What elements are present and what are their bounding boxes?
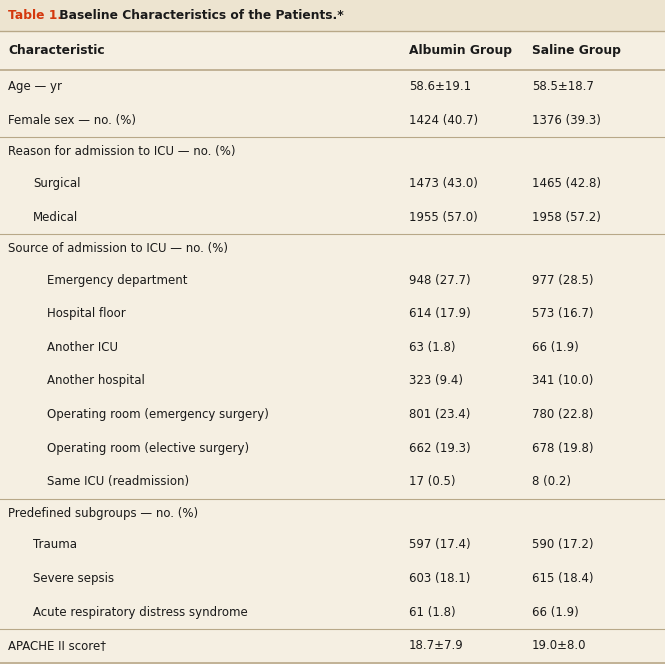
Text: 63 (1.8): 63 (1.8) xyxy=(409,341,456,354)
Text: 597 (17.4): 597 (17.4) xyxy=(409,539,471,551)
Text: 948 (27.7): 948 (27.7) xyxy=(409,274,471,287)
Bar xyxy=(0,31,665,70)
Text: 58.5±18.7: 58.5±18.7 xyxy=(532,80,594,94)
Text: 341 (10.0): 341 (10.0) xyxy=(532,374,593,388)
Text: 1465 (42.8): 1465 (42.8) xyxy=(532,177,601,190)
Text: Surgical: Surgical xyxy=(33,177,80,190)
Text: 19.0±8.0: 19.0±8.0 xyxy=(532,639,587,652)
Bar xyxy=(0,331,665,364)
Text: 66 (1.9): 66 (1.9) xyxy=(532,341,579,354)
Bar xyxy=(0,137,665,167)
Text: Predefined subgroups — no. (%): Predefined subgroups — no. (%) xyxy=(8,507,198,520)
Text: 1473 (43.0): 1473 (43.0) xyxy=(409,177,478,190)
Bar xyxy=(0,297,665,331)
Text: 977 (28.5): 977 (28.5) xyxy=(532,274,593,287)
Bar xyxy=(0,432,665,465)
Bar xyxy=(0,264,665,297)
Text: Baseline Characteristics of the Patients.*: Baseline Characteristics of the Patients… xyxy=(55,9,344,22)
Text: Trauma: Trauma xyxy=(33,539,77,551)
Bar xyxy=(0,398,665,432)
Bar xyxy=(0,0,665,31)
Bar xyxy=(0,364,665,398)
Text: Acute respiratory distress syndrome: Acute respiratory distress syndrome xyxy=(33,606,248,619)
Text: 662 (19.3): 662 (19.3) xyxy=(409,442,471,455)
Text: Albumin Group: Albumin Group xyxy=(409,44,512,57)
Bar xyxy=(0,70,665,104)
Bar xyxy=(0,234,665,264)
Bar xyxy=(0,201,665,234)
Text: 615 (18.4): 615 (18.4) xyxy=(532,572,593,585)
Text: 1958 (57.2): 1958 (57.2) xyxy=(532,210,601,224)
Bar xyxy=(0,629,665,663)
Text: 1424 (40.7): 1424 (40.7) xyxy=(409,114,478,127)
Text: 780 (22.8): 780 (22.8) xyxy=(532,408,593,421)
Text: 61 (1.8): 61 (1.8) xyxy=(409,606,456,619)
Text: 18.7±7.9: 18.7±7.9 xyxy=(409,639,464,652)
Text: Age — yr: Age — yr xyxy=(8,80,62,94)
Text: Emergency department: Emergency department xyxy=(47,274,187,287)
Text: APACHE II score†: APACHE II score† xyxy=(8,639,106,652)
Bar xyxy=(0,465,665,499)
Text: 614 (17.9): 614 (17.9) xyxy=(409,307,471,320)
Text: 323 (9.4): 323 (9.4) xyxy=(409,374,463,388)
Text: Severe sepsis: Severe sepsis xyxy=(33,572,114,585)
Text: Another hospital: Another hospital xyxy=(47,374,144,388)
Text: 17 (0.5): 17 (0.5) xyxy=(409,475,456,488)
Text: Reason for admission to ICU — no. (%): Reason for admission to ICU — no. (%) xyxy=(8,145,235,159)
Text: 66 (1.9): 66 (1.9) xyxy=(532,606,579,619)
Bar xyxy=(0,167,665,201)
Text: 58.6±19.1: 58.6±19.1 xyxy=(409,80,471,94)
Text: Operating room (emergency surgery): Operating room (emergency surgery) xyxy=(47,408,269,421)
Text: 573 (16.7): 573 (16.7) xyxy=(532,307,593,320)
Text: Saline Group: Saline Group xyxy=(532,44,621,57)
Text: 8 (0.2): 8 (0.2) xyxy=(532,475,571,488)
Bar xyxy=(0,528,665,562)
Bar xyxy=(0,562,665,596)
Text: Medical: Medical xyxy=(33,210,78,224)
Text: 590 (17.2): 590 (17.2) xyxy=(532,539,593,551)
Bar xyxy=(0,104,665,137)
Text: Operating room (elective surgery): Operating room (elective surgery) xyxy=(47,442,249,455)
Text: 603 (18.1): 603 (18.1) xyxy=(409,572,470,585)
Bar xyxy=(0,499,665,528)
Bar xyxy=(0,596,665,629)
Text: Source of admission to ICU — no. (%): Source of admission to ICU — no. (%) xyxy=(8,242,228,255)
Text: Another ICU: Another ICU xyxy=(47,341,118,354)
Text: Table 1.: Table 1. xyxy=(8,9,62,22)
Text: Characteristic: Characteristic xyxy=(8,44,104,57)
Text: Same ICU (readmission): Same ICU (readmission) xyxy=(47,475,189,488)
Text: 1955 (57.0): 1955 (57.0) xyxy=(409,210,477,224)
Text: 1376 (39.3): 1376 (39.3) xyxy=(532,114,601,127)
Text: Female sex — no. (%): Female sex — no. (%) xyxy=(8,114,136,127)
Text: 678 (19.8): 678 (19.8) xyxy=(532,442,593,455)
Text: 801 (23.4): 801 (23.4) xyxy=(409,408,470,421)
Text: Hospital floor: Hospital floor xyxy=(47,307,125,320)
